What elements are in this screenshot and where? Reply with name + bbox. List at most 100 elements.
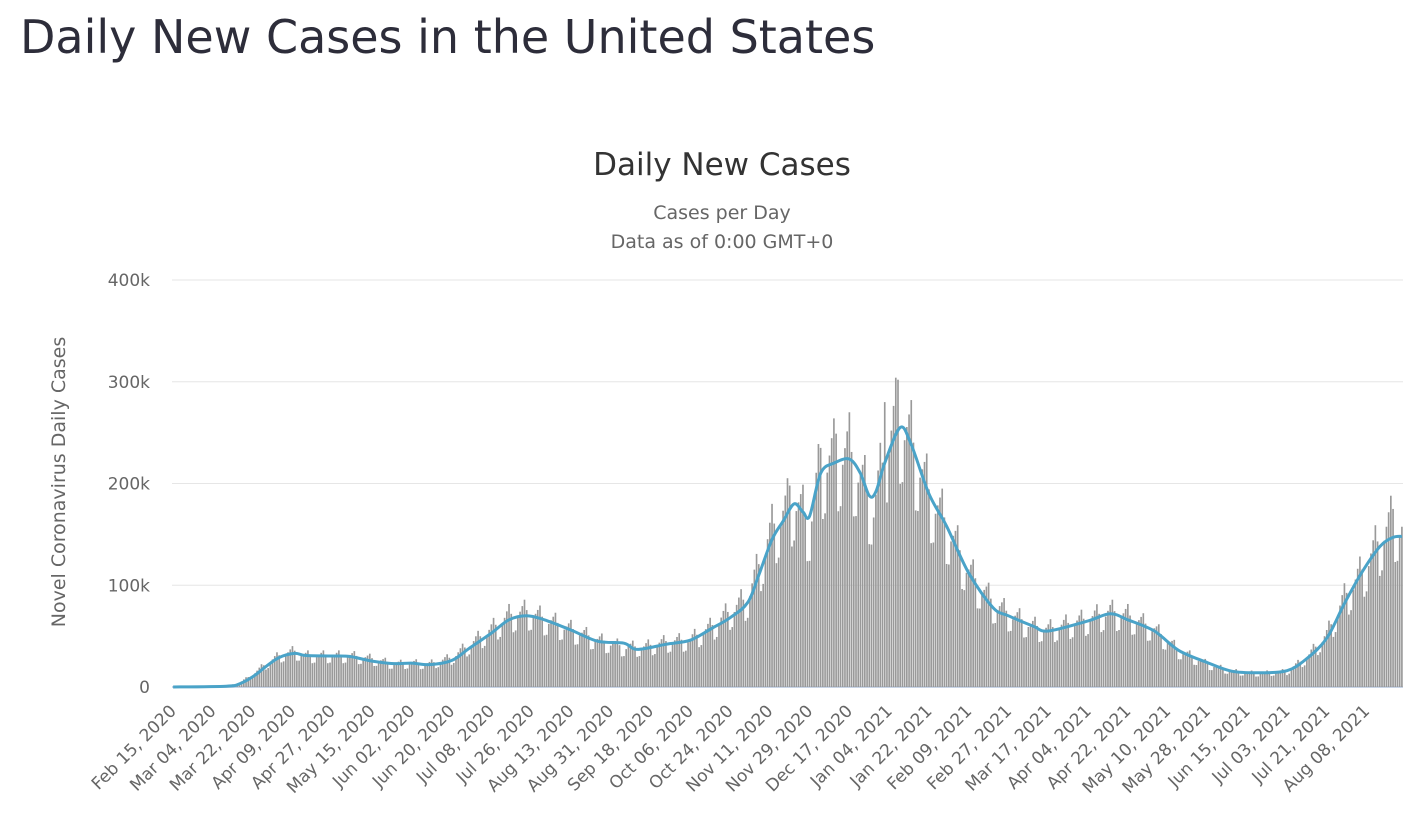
daily-bar <box>589 649 592 687</box>
daily-bar <box>943 517 946 687</box>
daily-bar <box>395 663 398 687</box>
daily-bar <box>762 583 765 687</box>
daily-bar <box>435 668 437 687</box>
daily-bar <box>490 624 493 687</box>
daily-bar <box>757 564 760 687</box>
daily-bar <box>656 646 658 687</box>
daily-bar <box>848 412 851 687</box>
daily-bar <box>1071 637 1074 687</box>
daily-bar <box>1233 670 1235 687</box>
daily-bar <box>782 510 784 687</box>
daily-bar <box>649 644 652 687</box>
daily-bar <box>258 667 261 687</box>
daily-bar <box>578 635 581 687</box>
daily-bar <box>1111 599 1114 687</box>
daily-bar <box>990 598 992 687</box>
daily-bar <box>700 645 703 687</box>
daily-bar <box>1146 640 1149 687</box>
daily-bar <box>550 620 552 687</box>
daily-bar <box>903 440 906 687</box>
daily-bar <box>1239 675 1242 687</box>
daily-bar <box>470 645 473 687</box>
daily-bar <box>631 640 634 687</box>
daily-bar <box>1005 610 1008 687</box>
daily-bar <box>691 634 694 687</box>
daily-bar <box>510 613 513 687</box>
daily-bar <box>1361 569 1363 687</box>
daily-bar <box>1401 526 1403 687</box>
daily-bar <box>1124 608 1127 687</box>
daily-bar <box>302 654 305 687</box>
daily-bar <box>273 656 276 687</box>
daily-bar <box>536 609 539 687</box>
daily-bar <box>709 617 711 687</box>
daily-bar <box>861 464 864 687</box>
daily-bar <box>1085 635 1087 687</box>
daily-bar <box>908 414 910 687</box>
daily-bar <box>1043 631 1045 687</box>
daily-bar <box>872 517 875 687</box>
daily-bar <box>881 462 884 687</box>
daily-bar <box>541 616 544 687</box>
daily-bar <box>976 608 979 687</box>
daily-bar <box>846 431 848 687</box>
daily-bar <box>1275 672 1277 687</box>
daily-bar <box>817 444 820 687</box>
daily-bar <box>669 651 672 687</box>
daily-bar <box>715 636 718 687</box>
daily-bar <box>596 638 599 687</box>
daily-bar <box>413 660 415 687</box>
daily-bar <box>426 663 429 687</box>
daily-bar <box>777 557 780 687</box>
daily-bar <box>1396 560 1399 687</box>
daily-bar <box>640 649 643 687</box>
daily-bar <box>1140 616 1142 687</box>
daily-bar <box>1363 596 1366 687</box>
daily-bar <box>636 656 639 687</box>
daily-bar <box>464 647 466 687</box>
daily-bar <box>1297 659 1299 687</box>
daily-bar <box>311 663 314 687</box>
daily-bar <box>1235 669 1237 687</box>
daily-bar <box>1069 638 1072 687</box>
daily-bar <box>788 485 791 687</box>
daily-bar <box>397 661 400 687</box>
chart-title: Daily New Cases <box>593 147 851 183</box>
daily-bar <box>992 623 994 687</box>
daily-bar <box>824 513 826 687</box>
daily-bar <box>439 662 442 687</box>
daily-bar <box>508 603 510 687</box>
daily-bar <box>925 453 928 687</box>
daily-bar <box>1226 673 1229 687</box>
daily-bar <box>676 636 678 687</box>
daily-bar <box>693 628 696 687</box>
daily-bar <box>1370 553 1372 687</box>
daily-bar <box>601 633 603 687</box>
daily-bar <box>711 625 714 687</box>
daily-bar <box>472 641 475 687</box>
daily-bar <box>247 677 250 687</box>
daily-bar <box>452 662 455 687</box>
daily-bar <box>751 583 753 687</box>
daily-bar <box>362 658 364 687</box>
y-tick-label: 300k <box>108 373 150 393</box>
daily-bar <box>773 523 776 687</box>
daily-bar <box>1142 613 1145 687</box>
daily-bar <box>532 617 535 687</box>
daily-bar <box>1343 583 1346 687</box>
daily-bar <box>866 489 868 687</box>
average-line-path <box>173 425 1403 689</box>
daily-bar <box>1319 652 1321 687</box>
daily-bar <box>357 664 360 687</box>
daily-bar <box>870 544 873 687</box>
daily-bar <box>1014 615 1016 687</box>
daily-bar <box>678 633 681 687</box>
daily-bar <box>265 669 267 687</box>
daily-bar <box>1060 624 1063 687</box>
daily-bar <box>1286 675 1288 687</box>
daily-bar <box>837 511 840 687</box>
daily-bar <box>667 652 669 687</box>
daily-bar <box>368 653 371 687</box>
daily-bar <box>844 448 846 687</box>
